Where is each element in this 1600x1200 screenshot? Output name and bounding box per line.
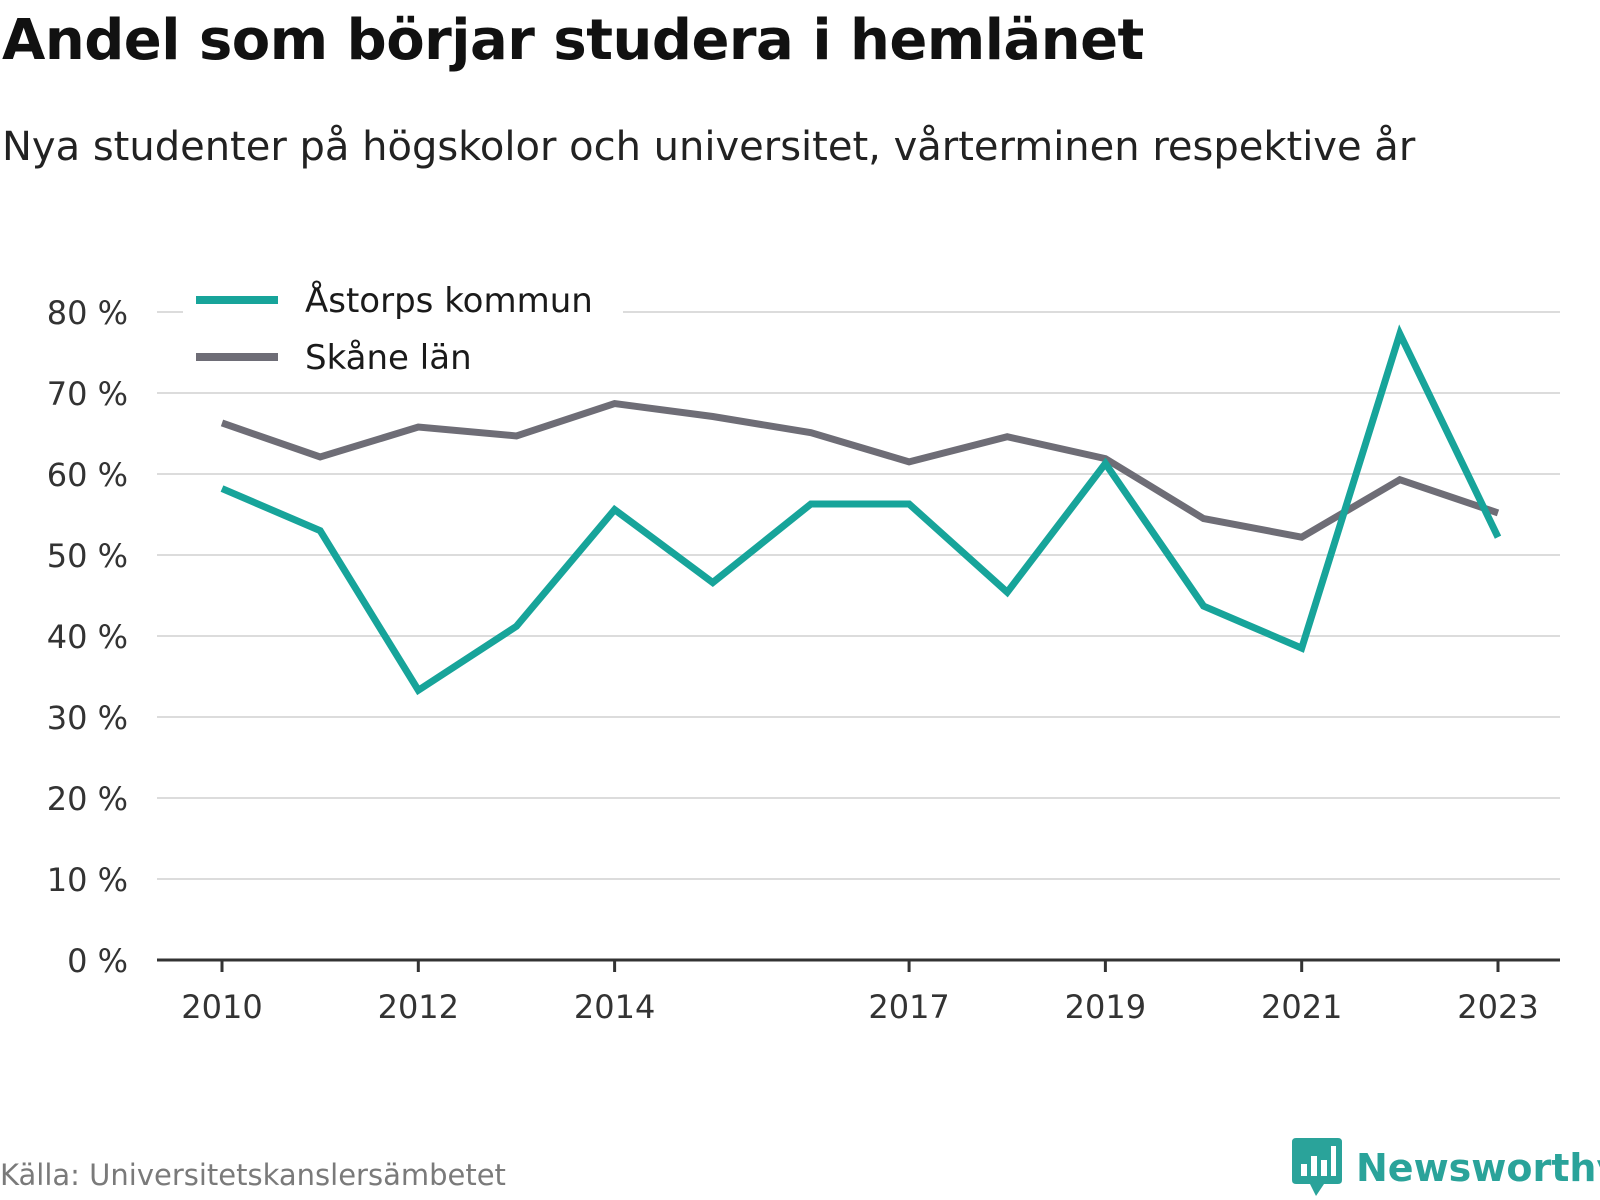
chart-title: Andel som börjar studera i hemlänet: [2, 8, 1144, 73]
x-tick-label: 2021: [1261, 988, 1342, 1026]
x-tick-label: 2010: [181, 988, 262, 1026]
x-tick-label: 2019: [1065, 988, 1146, 1026]
legend-background: [183, 272, 623, 390]
y-tick-label: 10 %: [47, 861, 128, 899]
series-lines: [220, 324, 1502, 696]
legend-label: Åstorps kommun: [305, 280, 593, 321]
y-tick-label: 20 %: [47, 780, 128, 818]
y-tick-label: 70 %: [47, 375, 128, 413]
line-chart: 0 % 10 % 20 % 30 % 40 % 50 % 60 % 70 % 80 % 2010…: [46, 272, 1560, 1026]
y-tick-label: 40 %: [47, 618, 128, 656]
x-tick-label: 2012: [378, 988, 459, 1026]
y-axis-tick-labels: 0 % 10 % 20 % 30 % 40 % 50 % 60 % 70 % 80 %: [47, 294, 128, 980]
y-tick-label: 30 %: [47, 699, 128, 737]
brand-name: Newsworthy: [1356, 1146, 1600, 1190]
series-line-1: [220, 399, 1500, 541]
x-tick-label: 2017: [868, 988, 949, 1026]
x-axis: 2010 2012 2014 2017 2019 2021 2023: [157, 958, 1560, 1026]
x-tick-label: 2023: [1457, 988, 1538, 1026]
brand-logo: Newsworthy: [1292, 1138, 1600, 1198]
legend-label: Skåne län: [305, 338, 472, 378]
gridlines: [157, 311, 1560, 880]
y-tick-label: 80 %: [47, 294, 128, 332]
x-tick-label: 2014: [574, 988, 655, 1026]
chart-subtitle: Nya studenter på högskolor och universit…: [2, 124, 1416, 170]
series-line-0: [220, 324, 1502, 696]
source-note: Källa: Universitetskanslersämbetet: [0, 1158, 506, 1192]
y-tick-label: 50 %: [47, 537, 128, 575]
newsworthy-chart-bubble-icon: [1292, 1138, 1342, 1196]
legend: Åstorps kommun Skåne län: [183, 272, 623, 390]
y-tick-label: 60 %: [47, 456, 128, 494]
y-tick-label: 0 %: [67, 942, 128, 980]
